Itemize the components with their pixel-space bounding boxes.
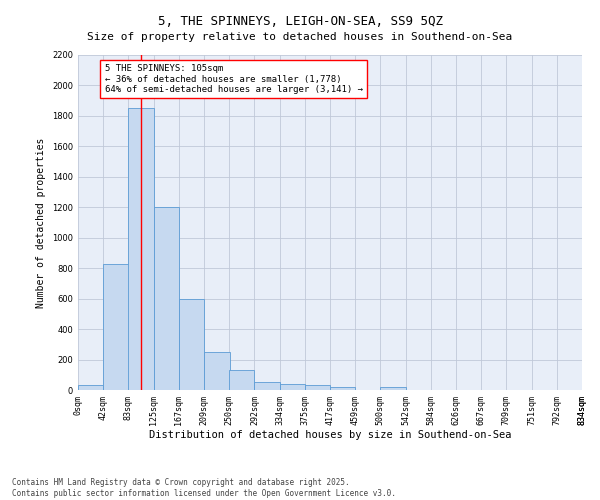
Text: Size of property relative to detached houses in Southend-on-Sea: Size of property relative to detached ho… bbox=[88, 32, 512, 42]
Text: 5, THE SPINNEYS, LEIGH-ON-SEA, SS9 5QZ: 5, THE SPINNEYS, LEIGH-ON-SEA, SS9 5QZ bbox=[157, 15, 443, 28]
Bar bbox=[205, 352, 230, 390]
Bar bbox=[128, 108, 154, 390]
Bar bbox=[305, 386, 330, 390]
Bar bbox=[154, 208, 179, 390]
X-axis label: Distribution of detached houses by size in Southend-on-Sea: Distribution of detached houses by size … bbox=[149, 430, 511, 440]
Bar bbox=[254, 382, 280, 390]
Bar bbox=[280, 384, 305, 390]
Bar bbox=[179, 298, 205, 390]
Bar bbox=[380, 387, 406, 390]
Text: 5 THE SPINNEYS: 105sqm
← 36% of detached houses are smaller (1,778)
64% of semi-: 5 THE SPINNEYS: 105sqm ← 36% of detached… bbox=[104, 64, 362, 94]
Y-axis label: Number of detached properties: Number of detached properties bbox=[37, 138, 46, 308]
Bar bbox=[330, 387, 355, 390]
Text: Contains HM Land Registry data © Crown copyright and database right 2025.
Contai: Contains HM Land Registry data © Crown c… bbox=[12, 478, 396, 498]
Bar bbox=[78, 386, 103, 390]
Bar bbox=[103, 264, 129, 390]
Bar bbox=[229, 370, 254, 390]
